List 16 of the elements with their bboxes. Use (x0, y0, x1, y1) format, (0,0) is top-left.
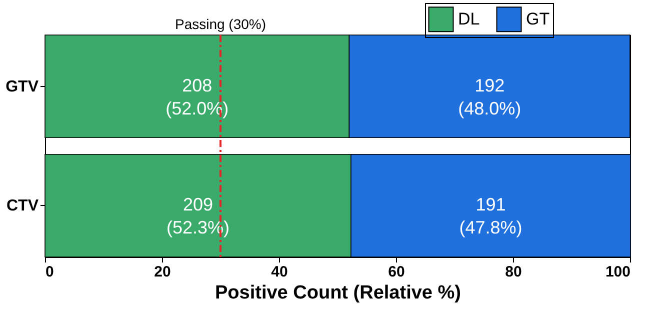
data-label: 209 (52.3%) (166, 194, 230, 238)
legend-label: GT (526, 9, 550, 28)
x-tick-label: 100 (605, 264, 630, 280)
x-axis-title: Positive Count (Relative %) (215, 282, 461, 304)
y-tick-label: GTV (6, 78, 39, 96)
x-tick-label: 20 (154, 264, 171, 280)
legend-label: DL (458, 9, 480, 28)
data-label: 191 (47.8%) (459, 194, 522, 238)
ref-line-label: Passing (30%) (174, 16, 266, 32)
data-label: 192 (48.0%) (458, 75, 522, 118)
data-label: 208 (52.0%) (166, 75, 229, 118)
x-tick-label: 0 (46, 264, 54, 280)
y-tick-label: CTV (6, 198, 39, 215)
x-tick-label: 60 (388, 264, 405, 280)
x-tick-label: 40 (271, 264, 288, 280)
x-tick-label: 80 (505, 264, 522, 280)
